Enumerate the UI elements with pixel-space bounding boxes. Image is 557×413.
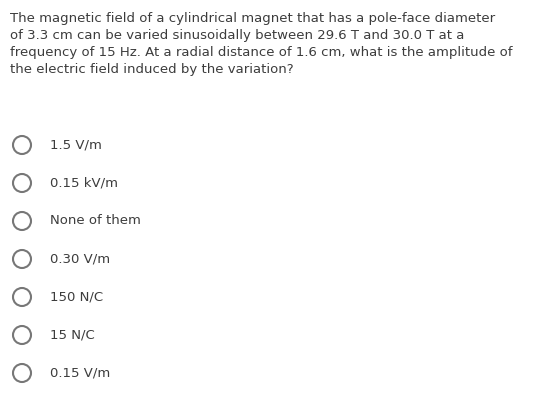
Text: The magnetic field of a cylindrical magnet that has a pole-face diameter: The magnetic field of a cylindrical magn… bbox=[10, 12, 495, 25]
Text: of 3.3 cm can be varied sinusoidally between 29.6 T and 30.0 T at a: of 3.3 cm can be varied sinusoidally bet… bbox=[10, 29, 465, 42]
Text: 0.15 kV/m: 0.15 kV/m bbox=[50, 176, 118, 190]
Text: the electric field induced by the variation?: the electric field induced by the variat… bbox=[10, 63, 294, 76]
Text: 15 N/C: 15 N/C bbox=[50, 328, 95, 342]
Text: 0.15 V/m: 0.15 V/m bbox=[50, 366, 110, 380]
Text: 0.30 V/m: 0.30 V/m bbox=[50, 252, 110, 266]
Text: frequency of 15 Hz. At a radial distance of 1.6 cm, what is the amplitude of: frequency of 15 Hz. At a radial distance… bbox=[10, 46, 512, 59]
Text: None of them: None of them bbox=[50, 214, 141, 228]
Text: 150 N/C: 150 N/C bbox=[50, 290, 103, 304]
Text: 1.5 V/m: 1.5 V/m bbox=[50, 138, 102, 152]
